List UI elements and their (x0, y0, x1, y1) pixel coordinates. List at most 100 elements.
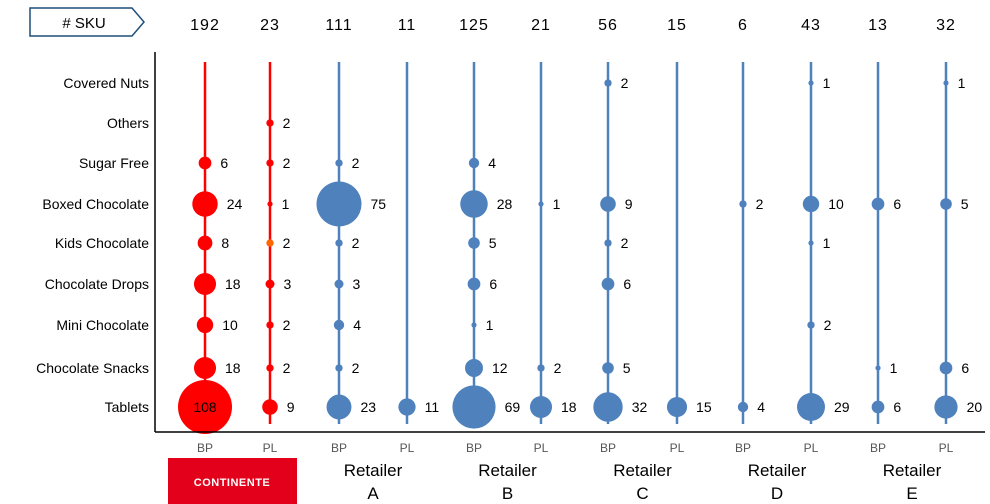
bubble (262, 399, 278, 415)
bubble (193, 356, 217, 380)
group-label-line1: Retailer (344, 461, 403, 480)
bubble-value-label: 2 (824, 317, 832, 333)
category-label: Chocolate Drops (45, 276, 149, 292)
sku-total: 32 (936, 17, 956, 34)
bubble (266, 119, 274, 127)
bubble (398, 398, 416, 416)
bubble-value-label: 10 (222, 317, 238, 333)
bubble-value-label: 18 (561, 399, 577, 415)
bubble (600, 196, 616, 212)
bubble-value-label: 4 (757, 399, 765, 415)
category-label: Sugar Free (79, 155, 149, 171)
bubble (267, 201, 273, 207)
bubble-value-label: 8 (221, 235, 229, 251)
bubble (875, 365, 881, 371)
sku-header-box: # SKU (29, 7, 145, 37)
sku-total: 11 (398, 17, 417, 34)
bubble-value-label: 6 (893, 196, 901, 212)
bubble (871, 400, 885, 414)
bubble (334, 279, 344, 289)
bubble-value-label: 2 (283, 360, 291, 376)
bubble-value-label: 9 (287, 399, 295, 415)
group-label-line2: C (636, 484, 648, 503)
column-type-label: BP (197, 441, 213, 455)
bubble-value-label: 108 (193, 399, 217, 415)
group-label-line1: Retailer (883, 461, 942, 480)
column-retailer-e-bp: 6 1 6 (871, 62, 901, 424)
bubble-value-label: 2 (352, 235, 360, 251)
bubble (802, 195, 820, 213)
bubble (537, 364, 545, 372)
bubble-value-label: 6 (893, 399, 901, 415)
group-label-line2: E (906, 484, 917, 503)
column-retailer-d-bp: 24 (737, 62, 765, 424)
bubble-value-label: 6 (489, 276, 497, 292)
bubble-value-label: 12 (492, 360, 508, 376)
bubble-value-label: 28 (497, 196, 513, 212)
bubble-value-label: 75 (371, 196, 387, 212)
bubble (335, 239, 343, 247)
bubble (939, 361, 953, 375)
bubble (934, 395, 958, 419)
bubble (266, 239, 274, 247)
group-label-line1: Retailer (748, 461, 807, 480)
sku-total: 15 (667, 17, 687, 34)
bubble-value-label: 1 (486, 317, 494, 333)
column-retailer-a-pl: 11 (398, 62, 439, 424)
sku-total: 111 (325, 17, 352, 34)
bubble-value-label: 3 (284, 276, 292, 292)
column-type-labels: BP PL BP PL BP PL BP PL BP PL BP PL (197, 441, 954, 455)
bubble (468, 237, 480, 249)
bubble-value-label: 2 (352, 360, 360, 376)
column-type-label: BP (466, 441, 482, 455)
bubble (797, 393, 825, 421)
column-continente-pl: 2 2 1 2 3 2 2 9 (262, 62, 295, 424)
bubble (604, 239, 612, 247)
column-type-label: PL (670, 441, 685, 455)
bubble-value-label: 15 (696, 399, 712, 415)
column-retailer-c-bp: 2 9 2 6 5 32 (593, 62, 647, 424)
bubble-value-label: 2 (621, 235, 629, 251)
bubble-value-label: 5 (961, 196, 969, 212)
continente-logo-background (168, 458, 297, 504)
bubble (808, 80, 814, 86)
sku-totals: 192 23 111 11 125 21 56 15 6 43 13 32 (190, 17, 956, 34)
column-type-label: BP (331, 441, 347, 455)
chart-axes (154, 52, 985, 433)
bubble-value-label: 2 (756, 196, 764, 212)
group-label-line1: Retailer (478, 461, 537, 480)
bubble-value-label: 2 (283, 317, 291, 333)
sku-total: 13 (868, 17, 888, 34)
bubble (602, 362, 614, 374)
category-label: Others (107, 115, 149, 131)
bubble (460, 190, 488, 218)
column-type-label: BP (600, 441, 616, 455)
bubble (452, 385, 496, 429)
bubble (601, 277, 615, 291)
bubble (467, 277, 481, 291)
bubble-value-label: 6 (220, 155, 228, 171)
bubble (193, 272, 217, 296)
bubble-value-label: 9 (625, 196, 633, 212)
column-type-label: PL (804, 441, 819, 455)
bubble (197, 235, 213, 251)
bubble-value-label: 18 (225, 276, 241, 292)
bubble-value-label: 1 (823, 235, 831, 251)
sku-total: 23 (260, 17, 280, 34)
bubble (326, 394, 352, 420)
bubble-value-label: 2 (283, 155, 291, 171)
bubble (196, 316, 214, 334)
sku-total: 6 (738, 17, 748, 34)
bubble-value-label: 5 (489, 235, 497, 251)
bubble (808, 240, 814, 246)
sku-total: 43 (801, 17, 821, 34)
category-label: Chocolate Snacks (36, 360, 149, 376)
bubble (666, 396, 688, 418)
bubble-value-label: 24 (227, 196, 243, 212)
bubble (178, 380, 232, 434)
group-label-line2: D (771, 484, 783, 503)
bubble (335, 159, 343, 167)
bubble-value-label: 2 (283, 115, 291, 131)
